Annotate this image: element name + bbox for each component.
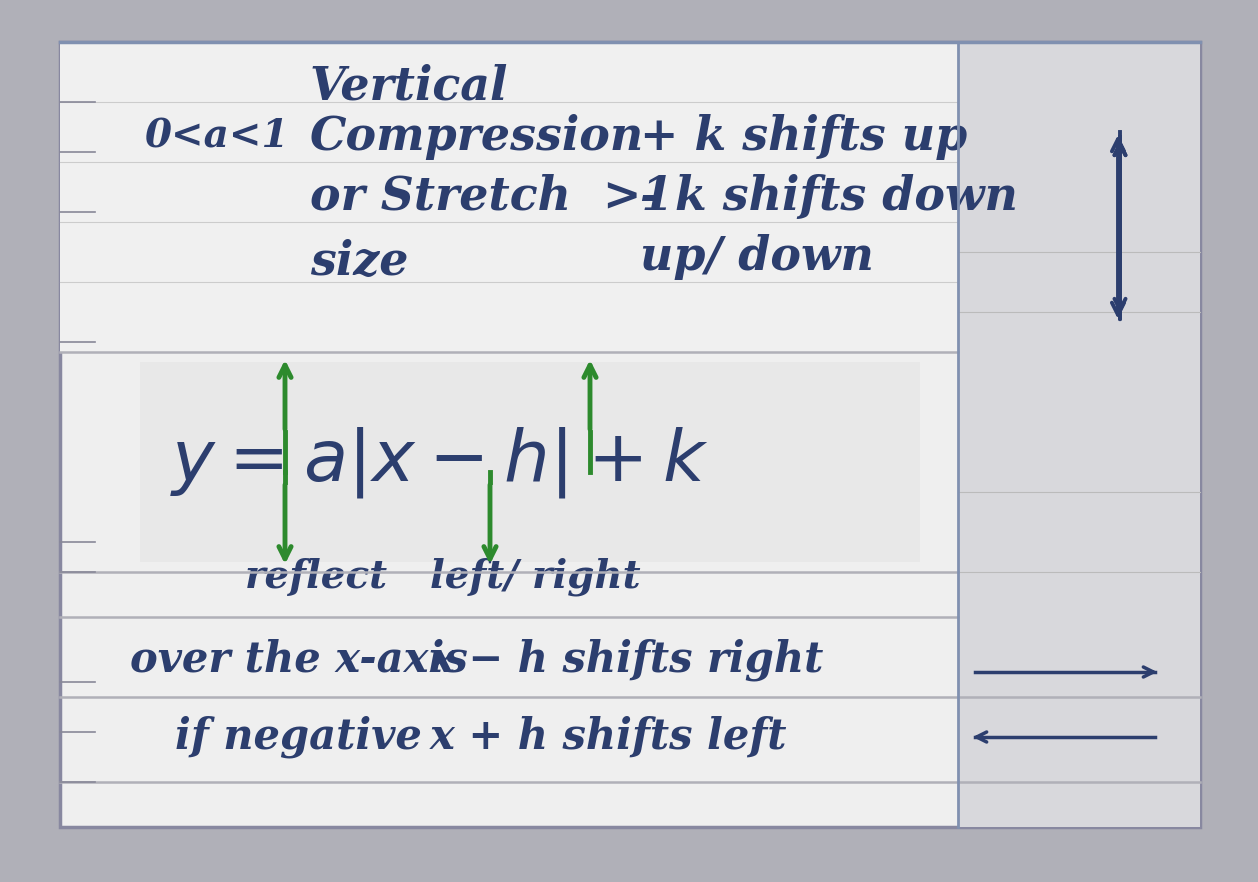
- Text: Vertical: Vertical: [309, 64, 508, 110]
- Text: up/ down: up/ down: [640, 234, 874, 280]
- FancyBboxPatch shape: [60, 42, 1200, 827]
- Text: reflect: reflect: [245, 558, 389, 596]
- Text: Compression: Compression: [309, 114, 644, 160]
- Text: or Stretch  >1: or Stretch >1: [309, 174, 673, 220]
- Text: left/ right: left/ right: [430, 557, 640, 596]
- Text: x + h shifts left: x + h shifts left: [430, 716, 788, 758]
- Text: size: size: [309, 239, 409, 285]
- FancyBboxPatch shape: [60, 42, 959, 352]
- FancyBboxPatch shape: [140, 362, 920, 562]
- Text: 0<a<1: 0<a<1: [145, 118, 289, 156]
- Text: $\mathit{y} = \mathit{a}|\mathit{x} - \mathit{h}| + \mathit{k}$: $\mathit{y} = \mathit{a}|\mathit{x} - \m…: [170, 424, 708, 499]
- FancyBboxPatch shape: [959, 42, 1200, 827]
- Text: over the x-axis: over the x-axis: [130, 639, 468, 681]
- Text: + k shifts up: + k shifts up: [640, 114, 967, 160]
- Text: x − h shifts right: x − h shifts right: [430, 639, 824, 681]
- Text: - k shifts down: - k shifts down: [640, 174, 1018, 220]
- Text: if negative: if negative: [175, 716, 421, 759]
